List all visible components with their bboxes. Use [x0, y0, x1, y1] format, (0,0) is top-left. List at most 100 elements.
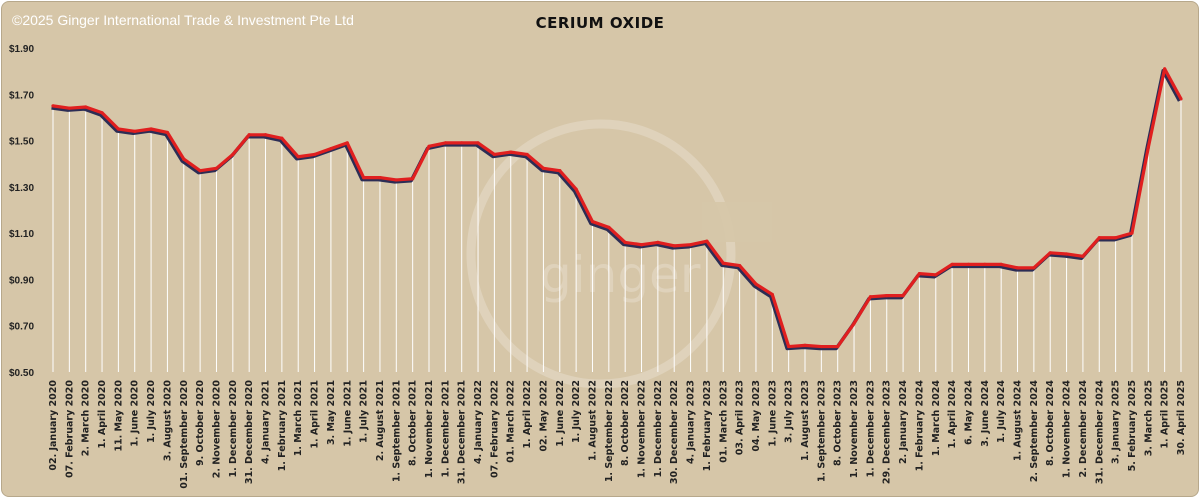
data-point	[247, 133, 251, 137]
x-tick-label: 2. November 2020	[211, 380, 222, 479]
data-point	[411, 177, 415, 181]
x-tick-label: 1. July 2022	[571, 380, 582, 443]
data-point	[84, 105, 88, 109]
x-tick-label: 31. December 2024	[1094, 380, 1105, 485]
x-tick-label: 1. April 2024	[947, 380, 958, 449]
y-tick-label: $1.10	[9, 229, 34, 240]
data-point	[868, 295, 872, 299]
data-point	[525, 152, 529, 157]
x-tick-label: 1. August 2024	[1013, 380, 1024, 462]
data-point	[901, 294, 905, 298]
y-tick-label: $1.90	[9, 44, 34, 55]
x-tick-label: 3. May 2021	[326, 380, 337, 445]
data-point	[116, 127, 120, 131]
y-tick-label: $0.90	[9, 275, 34, 286]
data-point	[394, 178, 398, 182]
series-shadow-line	[51, 69, 1182, 351]
data-point	[1032, 266, 1036, 270]
data-point	[1179, 97, 1183, 101]
x-axis: 02. January 2020 07. February 2020 2. Marc…	[48, 380, 1187, 489]
data-point	[558, 169, 562, 173]
x-tick-label: 5. February 2025	[1127, 380, 1138, 471]
x-tick-label: 31. December 2020	[244, 380, 255, 485]
data-point	[263, 133, 268, 137]
data-point	[509, 150, 513, 154]
x-tick-label: 1. July 2024	[996, 380, 1007, 443]
x-tick-label: 8. October 2022	[620, 380, 631, 466]
y-tick-label: $1.70	[9, 90, 34, 101]
x-tick-label: 1. June 2021	[342, 380, 353, 447]
data-point	[836, 344, 840, 349]
data-point	[329, 147, 333, 151]
x-tick-label: 1. February 2024	[914, 380, 925, 472]
data-point	[721, 261, 725, 265]
series-lines	[51, 67, 1183, 351]
data-point	[590, 219, 595, 224]
x-tick-label: 30. December 2022	[669, 380, 680, 484]
x-tick-label: 1. February 2021	[277, 380, 288, 471]
x-tick-label: 31. December 2021	[457, 380, 468, 484]
data-point	[378, 176, 382, 180]
x-tick-label: 1. November 2022	[637, 380, 648, 478]
data-point	[133, 129, 137, 133]
data-point	[51, 104, 55, 108]
x-tick-label: 1. December 2021	[440, 380, 451, 478]
x-tick-label: 1. February 2023	[702, 380, 713, 471]
y-tick-label: $1.30	[9, 183, 34, 194]
x-tick-label: 8. October 2024	[1045, 380, 1056, 466]
data-point	[427, 144, 431, 148]
x-tick-label: 1. November 2021	[424, 380, 435, 478]
x-tick-label: 03. April 2023	[735, 380, 746, 455]
data-point	[476, 141, 480, 145]
x-tick-label: 07. February 2020	[64, 380, 75, 478]
x-tick-label: 1. July 2020	[146, 380, 157, 443]
data-point	[312, 152, 317, 157]
x-tick-label: 04. May 2023	[751, 380, 762, 452]
watermark-logo: ginger	[466, 119, 772, 389]
x-tick-label: 4. January 2021	[261, 380, 272, 464]
x-tick-label: 1. August 2022	[587, 380, 598, 461]
data-point	[966, 262, 971, 266]
x-tick-label: 2. August 2021	[375, 380, 386, 461]
data-point	[149, 127, 153, 131]
x-tick-label: 1. December 2022	[653, 380, 664, 478]
y-tick-label: $1.50	[9, 137, 34, 148]
data-point	[656, 240, 660, 244]
data-point	[231, 152, 235, 157]
data-point	[443, 141, 447, 145]
data-point	[460, 141, 464, 145]
data-point	[1081, 254, 1085, 258]
data-point	[362, 176, 366, 180]
data-point	[67, 106, 71, 110]
data-point	[1146, 145, 1150, 150]
x-tick-label: 1. December 2023	[865, 380, 876, 478]
x-tick-label: 1. March 2024	[931, 380, 942, 457]
data-point	[639, 243, 644, 247]
data-point	[280, 136, 284, 140]
data-point	[345, 141, 349, 145]
x-tick-label: 01. March 2022	[506, 380, 517, 463]
data-point	[1015, 266, 1020, 270]
x-tick-label: 29. December 2023	[882, 380, 893, 484]
x-tick-label: 1. April 2025	[1160, 380, 1171, 449]
data-point	[1130, 231, 1134, 235]
x-tick-label: 30. April 2025	[1176, 380, 1187, 455]
x-tick-label: 3. January 2025	[1111, 380, 1122, 464]
x-tick-label: 1. August 2023	[800, 380, 811, 461]
data-point	[214, 166, 219, 170]
x-tick-label: 1. April 2022	[522, 380, 533, 449]
x-tick-label: 6. May 2024	[963, 380, 974, 445]
data-point	[934, 273, 938, 277]
x-tick-label: 1. July 2021	[359, 380, 370, 443]
x-tick-label: 2. September 2024	[1029, 380, 1040, 483]
data-point	[852, 321, 856, 325]
x-tick-label: 8. October 2021	[408, 380, 419, 466]
x-tick-label: 01. March 2023	[718, 380, 729, 463]
x-tick-label: 1. April 2021	[310, 380, 321, 449]
chart-title: CERIUM OXIDE	[535, 14, 665, 32]
y-tick-label: $0.70	[9, 322, 34, 333]
x-tick-label: 2. January 2024	[898, 380, 909, 464]
data-point	[754, 282, 758, 286]
data-point	[492, 152, 496, 157]
